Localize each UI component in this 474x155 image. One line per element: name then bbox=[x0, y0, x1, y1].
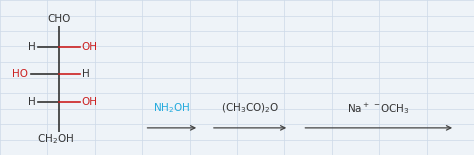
Text: NH$_2$OH: NH$_2$OH bbox=[153, 102, 191, 115]
Text: CH$_2$OH: CH$_2$OH bbox=[37, 133, 74, 146]
Text: HO: HO bbox=[12, 69, 28, 79]
Text: H: H bbox=[28, 42, 36, 51]
Text: (CH$_3$CO)$_2$O: (CH$_3$CO)$_2$O bbox=[221, 102, 279, 115]
Text: H: H bbox=[82, 69, 89, 79]
Text: OH: OH bbox=[82, 97, 98, 107]
Text: OH: OH bbox=[82, 42, 98, 51]
Text: H: H bbox=[28, 97, 36, 107]
Text: CHO: CHO bbox=[47, 14, 71, 24]
Text: Na$^+$ $^{-}$OCH$_3$: Na$^+$ $^{-}$OCH$_3$ bbox=[347, 101, 410, 116]
